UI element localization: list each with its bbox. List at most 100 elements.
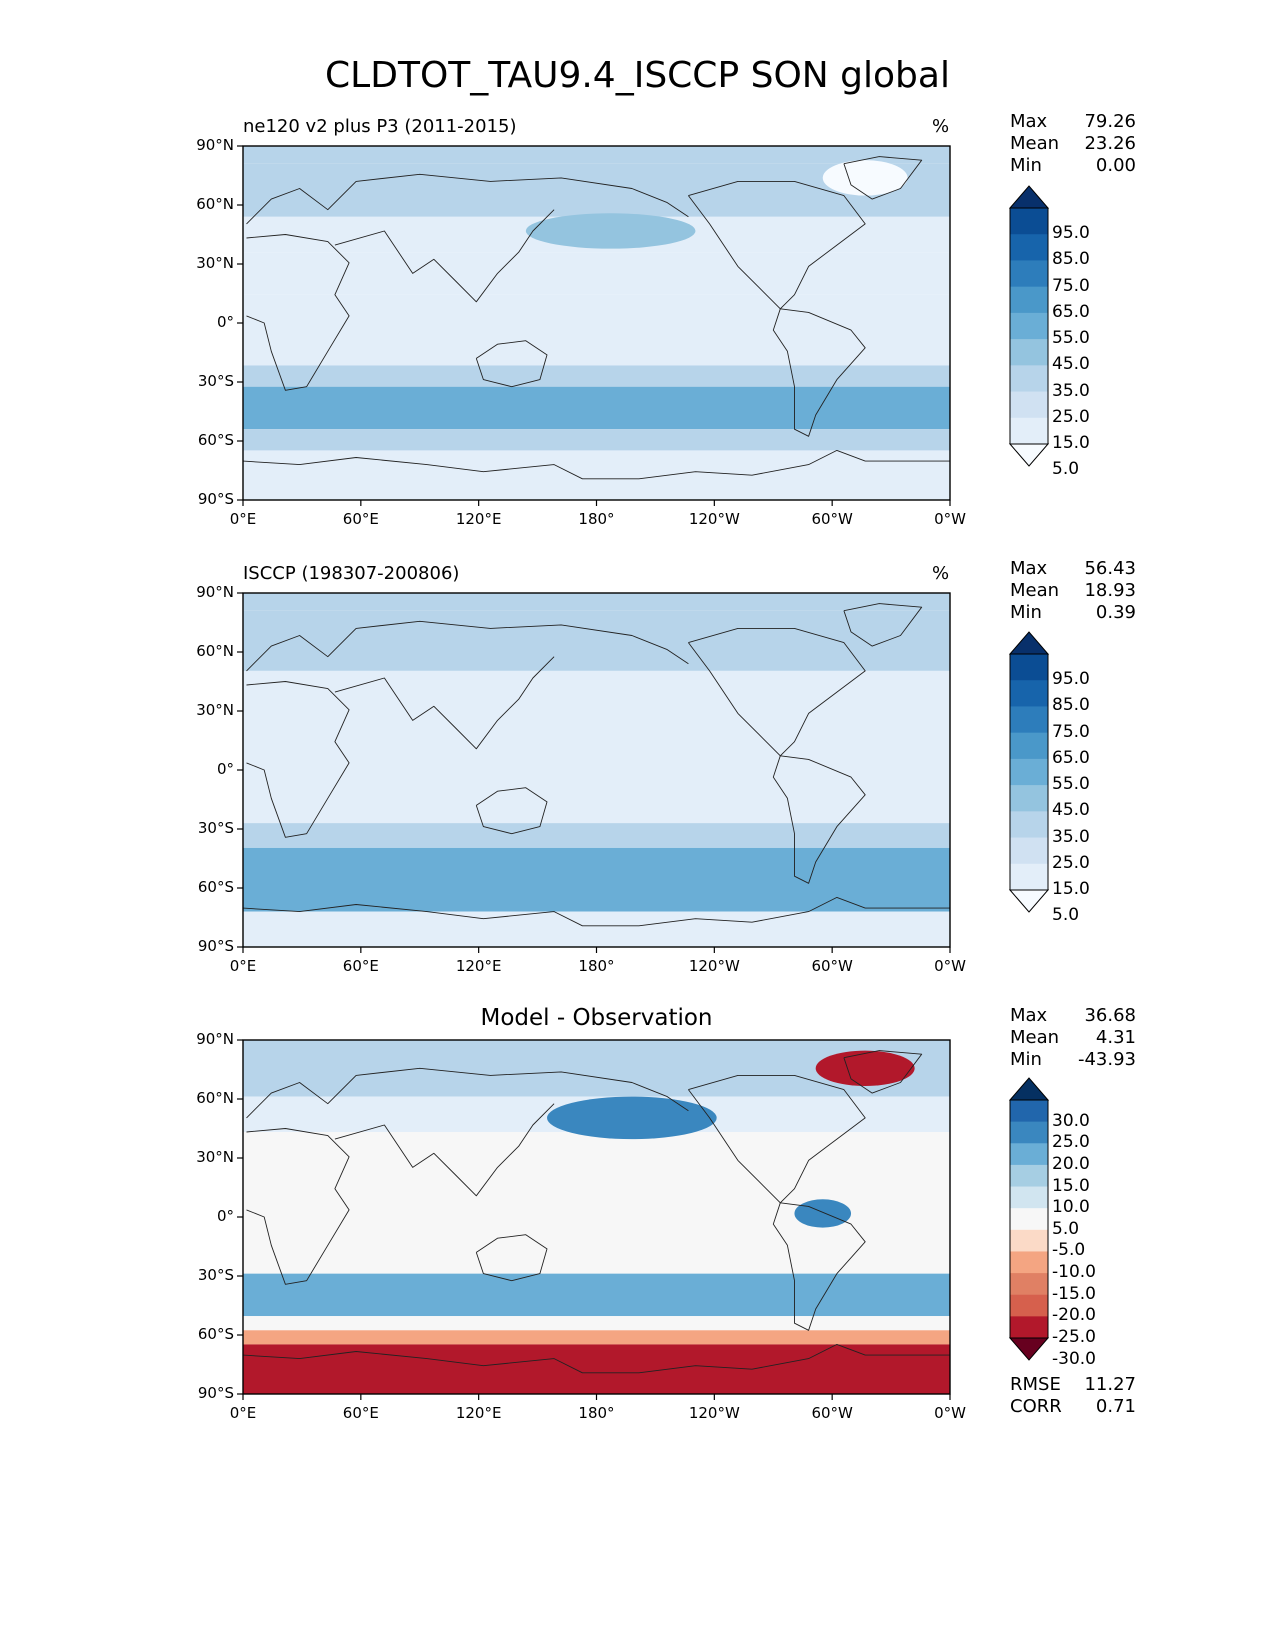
stat-value: -43.93 [1077,1049,1136,1070]
field-blob [794,1199,852,1228]
colorbar-diff [1008,1077,1050,1361]
colorbar-extend-top [1008,631,1050,655]
lat-tick-label: 90°S [197,937,234,955]
colorbar-segment [1010,1251,1048,1274]
lat-tick-label: 60°S [197,1325,234,1343]
lat-tick-label: 90°N [196,583,234,601]
stat-value: 0.71 [1095,1396,1136,1417]
lon-tick-label: 60°W [811,957,853,975]
colorbar-level-label: 65.0 [1052,301,1090,322]
coastline [475,787,548,835]
stat-value: 0.39 [1095,602,1136,623]
colorbar-segment [1010,1186,1048,1209]
colorbar-level-label: 45.0 [1052,800,1090,821]
field-band [243,1344,950,1394]
colorbar-level-label: 35.0 [1052,380,1090,401]
coastline [246,1067,689,1119]
stats-obs: Max 56.43 Mean 18.93 Min 0.39 [1010,558,1136,624]
coastline [772,1202,866,1331]
coastline [688,1074,866,1204]
colorbar-segment [1010,260,1048,288]
stat-row: Mean 4.31 [1010,1027,1136,1049]
field-blob [525,213,696,249]
colorbar-segment [1010,339,1048,366]
lat-tick-label: 30°S [197,1266,234,1284]
stat-row: Max 36.68 [1010,1005,1136,1027]
lon-tick-label: 180° [578,510,615,528]
figure-title: CLDTOT_TAU9.4_ISCCP SON global [325,55,950,96]
colorbar-level-label: 95.0 [1052,669,1090,690]
stat-name: Max [1010,111,1048,132]
map-panel-diff [237,1039,951,1400]
colorbar-segment [1010,863,1048,891]
colorbar-level-label: 15.0 [1052,433,1090,453]
colorbar-level-label: 30.0 [1052,1110,1090,1131]
coastline [772,308,866,437]
colorbar-extend-bottom [1008,1337,1050,1361]
panel-title-model: ne120 v2 plus P3 (2011-2015) [243,116,517,137]
field-band [243,1330,950,1345]
colorbar-segment [1010,1143,1048,1166]
colorbar-level-label: 5.0 [1052,459,1080,480]
field-band [243,386,950,430]
coastline [334,1103,555,1197]
colorbar-segment [1010,1164,1048,1188]
colorbar-segment [1010,680,1048,707]
field-band [243,252,950,295]
coastline [475,1234,548,1282]
lat-tick-label: 60°S [197,431,234,449]
stat-name: CORR [1010,1396,1062,1417]
colorbar-level-label: 55.0 [1052,328,1090,349]
colorbar-level-label: -30.0 [1052,1348,1096,1369]
colorbar-extend-bottom [1008,889,1050,913]
colorbar-segment [1010,785,1048,812]
lat-tick-label: 30°N [196,1148,234,1166]
field-band [243,593,950,611]
colorbar-segment [1010,1294,1048,1317]
lon-tick-label: 0°E [229,510,257,528]
colorbar-level-label: 10.0 [1052,1197,1090,1218]
colorbar-level-label: -10.0 [1052,1262,1096,1283]
colorbar-segment [1010,1208,1048,1231]
field-band [243,911,950,947]
colorbar-model [1008,185,1050,467]
colorbar-level-label: -25.0 [1052,1327,1096,1347]
colorbar-level-label: 95.0 [1052,223,1090,244]
stat-name: Mean [1010,1027,1060,1048]
colorbar-obs [1008,631,1050,913]
coastline [772,755,866,884]
lat-tick-label: 0° [216,760,234,778]
field-band [243,365,950,387]
colorbar-extend-top [1008,185,1050,209]
lon-tick-label: 60°E [342,510,379,528]
stat-name: Max [1010,1005,1048,1026]
colorbar-segment [1010,1100,1048,1123]
lat-tick-label: 60°N [196,1089,234,1107]
panel-unit-model: % [932,116,950,137]
field-band [243,450,950,500]
colorbar-level-label: 65.0 [1052,747,1090,768]
lon-tick-label: 0°W [934,957,966,975]
lon-tick-label: 120°W [688,510,740,528]
colorbar-level-label: 35.0 [1052,826,1090,847]
colorbar-segment [1010,837,1048,865]
colorbar-level-label: 15.0 [1052,879,1090,899]
stat-row: Min -43.93 [1010,1049,1136,1071]
coastline [843,603,923,647]
lat-tick-label: 0° [216,313,234,331]
field-band [243,146,950,164]
colorbar-level-label: -5.0 [1052,1240,1086,1261]
field-band [243,847,950,912]
colorbar-frame [1009,1099,1049,1339]
stats-footer-diff: RMSE 11.27 CORR 0.71 [1010,1374,1136,1418]
colorbar-level-label: 25.0 [1052,852,1090,873]
coastline [242,896,950,927]
coastline [246,1128,350,1285]
lon-tick-label: 0°E [229,1404,257,1422]
colorbar-segment [1010,391,1048,419]
lon-tick-label: 120°E [455,957,502,975]
stat-row: Min 0.00 [1010,155,1136,177]
field-blob [822,160,908,196]
coastline [688,180,866,310]
